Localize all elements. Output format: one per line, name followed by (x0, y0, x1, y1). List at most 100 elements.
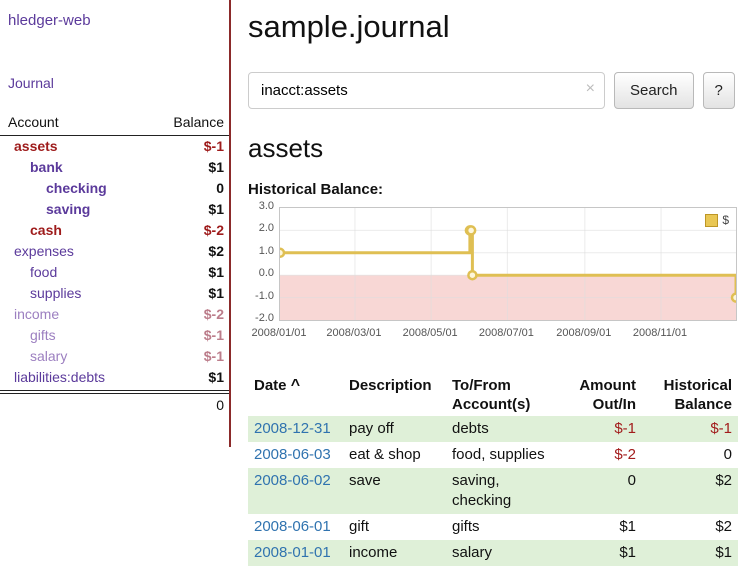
register-table: Date ^ Description To/From Account(s) Am… (248, 374, 738, 566)
account-balance: $-2 (203, 306, 224, 322)
transaction-date-link[interactable]: 2008-06-02 (254, 472, 331, 489)
transaction-amount: 0 (627, 472, 636, 489)
register-header-date[interactable]: Date ^ (248, 374, 343, 416)
transaction-balance: $2 (715, 472, 732, 489)
x-tick-label: 2008/01/01 (251, 327, 307, 339)
help-button[interactable]: ? (702, 72, 735, 109)
transaction-accounts: food, supplies (452, 446, 545, 463)
register-row: 2008-01-01 income salary $1 $1 (248, 540, 738, 566)
account-balance: $1 (208, 159, 224, 175)
account-link[interactable]: bank (30, 159, 63, 175)
account-link[interactable]: gifts (30, 327, 56, 343)
account-row-assets: assets $-1 (0, 136, 229, 157)
accounts-header-balance: Balance (173, 114, 224, 130)
chart-y-axis: 3.0 2.0 1.0 0.0 -1.0 -2.0 (248, 200, 274, 324)
account-balance: $-1 (203, 327, 224, 343)
transaction-amount: $1 (619, 518, 636, 535)
sidebar: hledger-web Journal Account Balance asse… (0, 0, 231, 447)
account-balance: $2 (208, 243, 224, 259)
register-row: 2008-06-02 save saving, checking 0 $2 (248, 468, 738, 514)
chart-plot-area: $ (279, 207, 737, 321)
y-tick-label: -1.0 (255, 289, 274, 302)
account-balance: $-1 (203, 348, 224, 364)
register-row: 2008-12-31 pay off debts $-1 $-1 (248, 416, 738, 442)
accounts-table: Account Balance assets $-1 bank $1 check… (0, 112, 229, 413)
search-button[interactable]: Search (614, 72, 694, 109)
transaction-balance: 0 (723, 446, 732, 463)
transaction-accounts: salary (452, 544, 493, 561)
transaction-accounts: debts (452, 420, 489, 437)
transaction-amount: $1 (619, 544, 636, 561)
x-tick-label: 2008/07/01 (478, 327, 534, 339)
account-balance: $-2 (203, 222, 224, 238)
transaction-description: pay off (349, 420, 394, 437)
account-link[interactable]: supplies (30, 285, 82, 301)
accounts-total: 0 (0, 393, 229, 413)
account-row-cash: cash $-2 (0, 220, 229, 241)
date-header-label: Date (254, 377, 287, 394)
account-link[interactable]: expenses (14, 243, 74, 259)
balance-step-line (280, 208, 736, 320)
account-link[interactable]: liabilities:debts (14, 369, 106, 385)
accounts-table-header: Account Balance (0, 112, 229, 136)
account-balance: 0 (216, 180, 224, 196)
x-tick-label: 2008/05/01 (402, 327, 458, 339)
chart-x-axis: 2008/01/01 2008/03/01 2008/05/01 2008/07/01… (251, 327, 735, 343)
y-tick-label: 3.0 (258, 200, 274, 212)
register-header-amount: Amount Out/In (579, 377, 636, 413)
transaction-accounts: gifts (452, 518, 480, 535)
register-header-balance: Historical Balance (663, 377, 732, 413)
accounts-total-value: 0 (216, 397, 224, 413)
nav-journal-link[interactable]: Journal (8, 75, 54, 91)
account-row-liabilities-debts: liabilities:debts $1 (0, 367, 229, 391)
transaction-description: gift (349, 518, 370, 535)
clear-search-icon[interactable]: × (585, 80, 595, 97)
legend-swatch (705, 213, 719, 227)
search-form: × Search ? (248, 72, 738, 109)
transaction-date-link[interactable]: 2008-06-03 (254, 446, 331, 463)
account-row-bank: bank $1 (0, 157, 229, 178)
account-balance: $1 (208, 369, 224, 385)
register-header-description: Description (349, 377, 432, 394)
search-box: × (248, 72, 605, 109)
account-link[interactable]: checking (46, 180, 107, 196)
transaction-date-link[interactable]: 2008-01-01 (254, 544, 331, 561)
transaction-description: income (349, 544, 398, 561)
register-row: 2008-06-01 gift gifts $1 $2 (248, 514, 738, 540)
account-link[interactable]: saving (46, 201, 91, 217)
account-heading: assets (248, 133, 324, 163)
account-link[interactable]: salary (30, 348, 68, 364)
app-brand-link[interactable]: hledger-web (8, 12, 91, 29)
accounts-header-account: Account (8, 114, 59, 130)
transaction-accounts: saving, checking (452, 472, 512, 509)
y-tick-label: 1.0 (258, 244, 274, 257)
transaction-balance: $1 (715, 544, 732, 561)
account-link[interactable]: cash (30, 222, 62, 238)
account-row-expenses: expenses $2 (0, 241, 229, 262)
account-row-gifts: gifts $-1 (0, 325, 229, 346)
transaction-amount: $-1 (614, 420, 636, 437)
account-link[interactable]: income (14, 306, 60, 322)
account-row-supplies: supplies $1 (0, 283, 229, 304)
legend-label: $ (722, 213, 729, 227)
account-link[interactable]: food (30, 264, 58, 280)
account-row-food: food $1 (0, 262, 229, 283)
account-row-salary: salary $-1 (0, 346, 229, 367)
transaction-amount: $-2 (614, 446, 636, 463)
account-row-income: income $-2 (0, 304, 229, 325)
x-tick-label: 2008/11/01 (632, 327, 688, 339)
transaction-description: save (349, 472, 381, 489)
historical-balance-chart: 3.0 2.0 1.0 0.0 -1.0 -2.0 $ 2008/01/01 2008/03… (248, 200, 738, 349)
register-header-row: Date ^ Description To/From Account(s) Am… (248, 374, 738, 416)
account-balance: $1 (208, 264, 224, 280)
page-title: sample.journal (248, 9, 450, 44)
transaction-date-link[interactable]: 2008-06-01 (254, 518, 331, 535)
transaction-date-link[interactable]: 2008-12-31 (254, 420, 331, 437)
x-tick-label: 2008/09/01 (556, 327, 612, 339)
chart-legend: $ (703, 212, 731, 228)
transaction-balance: $2 (715, 518, 732, 535)
account-balance: $1 (208, 201, 224, 217)
account-balance: $-1 (203, 138, 224, 154)
account-link[interactable]: assets (14, 138, 58, 154)
search-input[interactable] (248, 72, 605, 109)
